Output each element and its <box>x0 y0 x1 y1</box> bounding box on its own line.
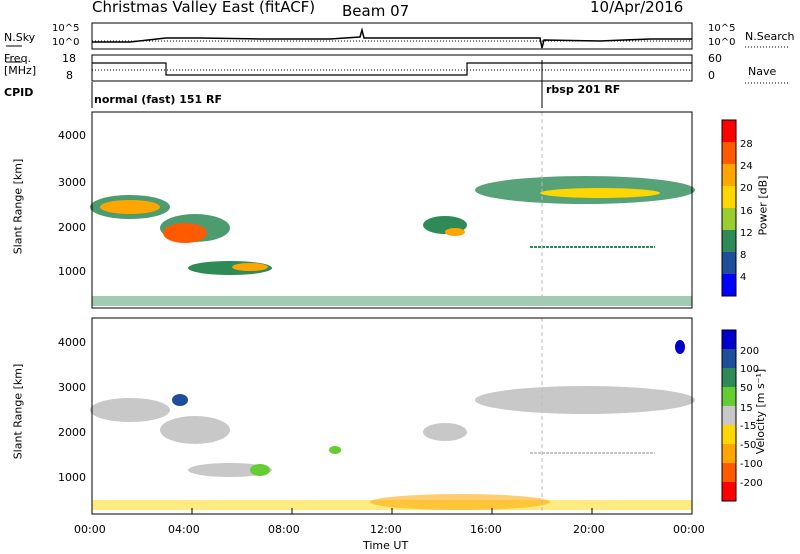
power-ytick-4000: 4000 <box>58 129 86 142</box>
power-cbar-tick: 12 <box>740 228 753 239</box>
date-label: 10/Apr/2016 <box>590 0 684 16</box>
power-echo-region <box>100 200 160 214</box>
power-colorbar <box>721 119 737 297</box>
velocity-echo-region <box>160 416 230 444</box>
vel-cbar-tick: 200 <box>740 346 760 357</box>
velocity-echo-region <box>188 463 272 477</box>
vel-cbar-tick: 100 <box>740 364 760 375</box>
power-echo-region <box>445 228 465 236</box>
nsky-line <box>92 27 692 49</box>
power-ytick-3000: 3000 <box>58 176 86 189</box>
velocity-echo-region <box>90 398 170 422</box>
vel-cbar-tick: -200 <box>740 478 763 489</box>
nsearch-label: N.Search <box>745 30 795 43</box>
freq-tick-bottom: 8 <box>66 69 73 82</box>
nsky-tick-bottom: 10^0 <box>52 37 80 48</box>
vel-cbar-tick: 15 <box>740 403 753 414</box>
velocity-echo-region <box>475 386 695 414</box>
xtick-label: 00:00 <box>74 523 106 536</box>
velocity-colorbar <box>721 329 737 502</box>
xtick-label: 16:00 <box>470 523 502 536</box>
velocity-echo-region <box>250 464 270 476</box>
power-cbar-tick: 4 <box>740 272 747 283</box>
velocity-panel <box>90 317 695 515</box>
power-cbar-tick: 28 <box>740 139 753 150</box>
vel-cbar-tick: -100 <box>740 459 763 470</box>
nave-tick-top: 60 <box>708 52 722 65</box>
velocity-echo-region <box>423 423 467 441</box>
velocity-ytick-1000: 1000 <box>58 471 86 484</box>
cpid-mode-1: normal (fast) 151 RF <box>94 93 222 106</box>
velocity-echo-region <box>675 340 685 354</box>
xtick-label: 00:00 <box>673 523 705 536</box>
vel-cbar-tick: 50 <box>740 383 753 394</box>
xtick-label: 20:00 <box>573 523 605 536</box>
power-echo-region <box>163 223 207 243</box>
power-echo-region <box>540 188 660 198</box>
velocity-echo-region <box>329 446 341 454</box>
power-cbar-tick: 8 <box>740 250 747 261</box>
xtick-label: 04:00 <box>168 523 200 536</box>
nsearch-tick-bottom: 10^0 <box>708 37 736 48</box>
power-cbar-tick: 20 <box>740 183 753 194</box>
power-echo-region <box>232 263 268 271</box>
vel-cbar-tick: -15 <box>740 421 757 432</box>
power-ytick-2000: 2000 <box>58 221 86 234</box>
freq-panel-frame <box>91 54 693 82</box>
vel-cbar-tick: -50 <box>740 440 757 451</box>
freq-tick-top: 18 <box>62 52 76 65</box>
nave-tick-bottom: 0 <box>708 69 715 82</box>
chart-title: Christmas Valley East (fitACF) <box>92 0 316 16</box>
velocity-ytick-2000: 2000 <box>58 426 86 439</box>
power-scatter <box>90 176 695 306</box>
nsky-label: N.Sky <box>4 31 36 44</box>
x-axis-label: Time UT <box>363 539 409 552</box>
nsearch-tick-top: 10^5 <box>708 23 736 34</box>
nsky-tick-top: 10^5 <box>52 23 80 34</box>
xtick-label: 08:00 <box>268 523 300 536</box>
cpid-label: CPID <box>4 86 34 99</box>
power-panel <box>90 111 695 309</box>
velocity-scatter <box>90 340 695 510</box>
velocity-echo-region <box>172 394 188 406</box>
beam-label: Beam 07 <box>342 2 410 20</box>
power-ytick-1000: 1000 <box>58 265 86 278</box>
velocity-ytick-3000: 3000 <box>58 381 86 394</box>
power-cbar-tick: 16 <box>740 206 753 217</box>
power-cbar-tick: 24 <box>740 161 753 172</box>
velocity-ytick-4000: 4000 <box>58 336 86 349</box>
nsky-panel-frame <box>91 22 693 50</box>
xtick-label: 12:00 <box>370 523 402 536</box>
cpid-mode-2: rbsp 201 RF <box>546 83 621 96</box>
freq-line <box>92 62 692 76</box>
freq-unit-label: [MHz] <box>4 64 37 77</box>
nave-label: Nave <box>748 65 777 78</box>
